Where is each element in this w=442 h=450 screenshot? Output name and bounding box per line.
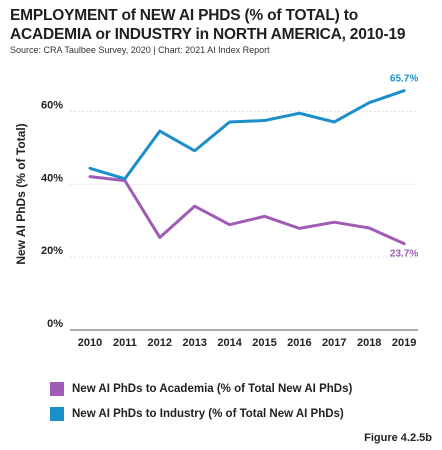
legend-item-academia: New AI PhDs to Academia (% of Total New … [50, 380, 352, 398]
legend-item-industry: New AI PhDs to Industry (% of Total New … [50, 405, 352, 423]
x-tick-label: 2015 [252, 337, 276, 349]
legend: New AI PhDs to Academia (% of Total New … [50, 380, 352, 430]
series-lines [88, 89, 406, 246]
x-tick-label: 2011 [113, 337, 137, 349]
x-tick-label: 2013 [182, 337, 206, 349]
legend-swatch-academia [50, 382, 64, 396]
x-tick-label: 2010 [78, 337, 102, 349]
y-tick-label: 40% [41, 172, 63, 184]
industry-end-label: 65.7% [390, 74, 418, 85]
gridlines [70, 110, 418, 331]
x-tick-label: 2016 [287, 337, 311, 349]
y-tick-label: 0% [47, 318, 63, 330]
industry-line [88, 89, 406, 181]
x-tick-label: 2017 [322, 337, 346, 349]
y-axis-ticks: 0% 20% 40% 60% [41, 99, 63, 330]
legend-swatch-industry [50, 407, 64, 421]
academia-end-label: 23.7% [390, 249, 418, 260]
x-tick-label: 2019 [392, 337, 416, 349]
academia-line [88, 175, 406, 246]
chart-source: Source: CRA Taulbee Survey, 2020 | Chart… [10, 45, 270, 55]
x-tick-label: 2012 [148, 337, 172, 349]
y-tick-label: 60% [41, 99, 63, 111]
legend-label-academia: New AI PhDs to Academia (% of Total New … [72, 383, 353, 395]
figure-label: Figure 4.2.5b [364, 432, 432, 444]
x-axis-ticks: 2010 2011 2012 2013 2014 2015 2016 2017 2018 2019 [78, 337, 417, 349]
y-tick-label: 20% [41, 245, 63, 257]
chart-title: EMPLOYMENT of NEW AI PHDS (% of TOTAL) t… [10, 7, 406, 43]
x-tick-label: 2014 [217, 337, 242, 349]
y-axis-label: New AI PhDs (% of Total) [14, 123, 28, 264]
legend-label-industry: New AI PhDs to Industry (% of Total New … [72, 408, 344, 420]
x-tick-label: 2018 [357, 337, 381, 349]
end-labels: 23.7% 65.7% [390, 74, 418, 260]
